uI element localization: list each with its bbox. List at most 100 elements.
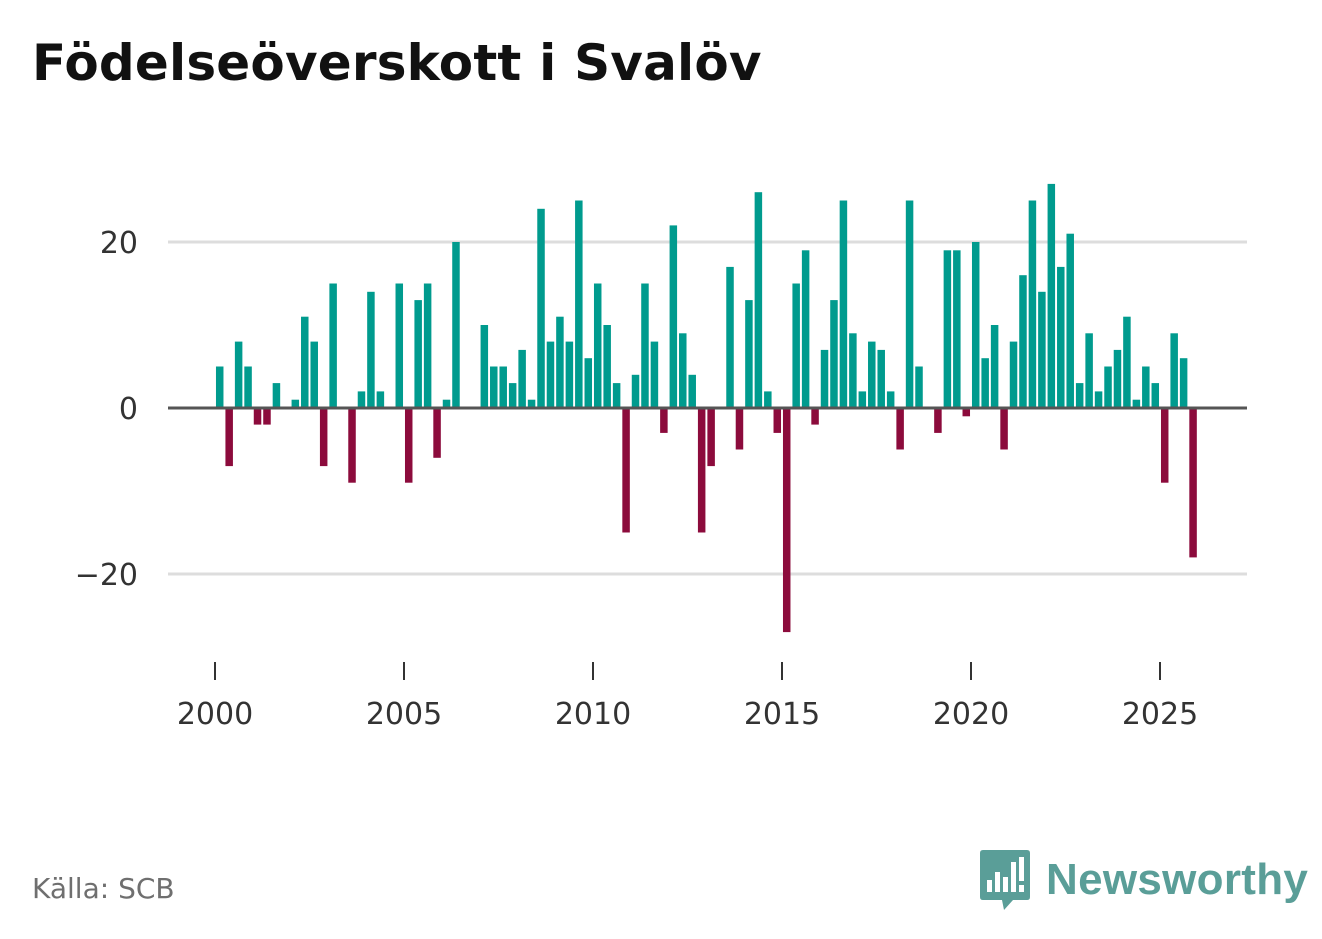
bar	[225, 408, 233, 467]
bar	[584, 358, 593, 408]
x-tick-label: 2025	[1122, 697, 1198, 732]
bar	[423, 283, 432, 408]
bar	[215, 366, 224, 408]
bar	[886, 391, 895, 408]
source-label: Källa: SCB	[32, 872, 175, 905]
bar	[660, 408, 668, 433]
bar	[811, 408, 819, 425]
bar-chart: 20 0 −20 2000 2005 2010 2015 2020 2025	[75, 183, 1247, 732]
bar	[896, 408, 904, 450]
bar	[603, 325, 611, 408]
bar	[490, 366, 498, 408]
bar	[915, 366, 923, 408]
bar	[962, 408, 971, 417]
bar	[518, 349, 526, 408]
brand-name: Newsworthy	[1046, 855, 1309, 904]
bar	[1123, 316, 1131, 408]
x-tick-label: 2020	[933, 697, 1009, 732]
bar	[669, 225, 678, 408]
bar	[1085, 333, 1093, 408]
bar	[575, 200, 583, 408]
bar	[697, 408, 706, 533]
bar	[868, 341, 876, 408]
bar	[376, 391, 385, 408]
brand-logo: Newsworthy	[980, 849, 1308, 911]
y-tick-label: 0	[119, 392, 138, 427]
bar	[830, 300, 838, 408]
bar	[1189, 408, 1197, 558]
bar	[1132, 399, 1141, 408]
x-tick-label: 2015	[744, 697, 820, 732]
bar	[565, 341, 574, 408]
bar	[1113, 349, 1122, 408]
bar	[934, 408, 942, 433]
bar	[291, 399, 300, 408]
bar	[1019, 275, 1027, 408]
bar	[792, 283, 800, 408]
bar	[612, 383, 621, 408]
bar	[1179, 358, 1188, 408]
axes: 20 0 −20 2000 2005 2010 2015 2020 2025	[75, 226, 1247, 732]
chart-title: Födelseöverskott i Svalöv	[32, 34, 762, 92]
bar	[1009, 341, 1018, 408]
bar	[1066, 233, 1074, 408]
bar	[726, 266, 734, 408]
bar	[508, 383, 517, 408]
bar	[367, 291, 375, 408]
bar	[641, 283, 649, 408]
bar	[1160, 408, 1169, 483]
bar	[546, 341, 555, 408]
bar	[735, 408, 744, 450]
bar	[1142, 366, 1150, 408]
bar	[622, 408, 630, 533]
bar	[650, 341, 659, 408]
bar	[631, 374, 640, 408]
bar	[688, 374, 696, 408]
bar	[707, 408, 715, 467]
bar	[234, 341, 243, 408]
bar	[301, 316, 309, 408]
bar	[745, 300, 753, 408]
bar	[329, 283, 337, 408]
bar	[679, 333, 687, 408]
bar	[1038, 291, 1046, 408]
x-tick-label: 2000	[177, 697, 253, 732]
bar	[272, 383, 281, 408]
bar	[452, 242, 460, 408]
y-tick-label: −20	[75, 558, 138, 593]
bar	[414, 300, 422, 408]
bar	[1104, 366, 1112, 408]
bar	[263, 408, 271, 425]
bar	[820, 349, 829, 408]
bar	[1000, 408, 1008, 450]
bar	[357, 391, 366, 408]
bar	[442, 399, 451, 408]
bar	[849, 333, 857, 408]
bar	[764, 391, 772, 408]
bar	[593, 283, 602, 408]
bar	[253, 408, 262, 425]
bars	[215, 183, 1197, 633]
bar	[1047, 183, 1056, 408]
bar	[319, 408, 328, 467]
bar	[990, 325, 999, 408]
bar	[943, 250, 952, 408]
bar	[556, 316, 564, 408]
bar	[801, 250, 810, 408]
bar	[905, 200, 914, 408]
bar	[1094, 391, 1103, 408]
bar	[877, 349, 885, 408]
x-tick-label: 2010	[555, 697, 631, 732]
bar	[981, 358, 989, 408]
bar	[1075, 383, 1084, 408]
bar	[527, 399, 536, 408]
bar	[858, 391, 867, 408]
bar	[1028, 200, 1037, 408]
bar	[433, 408, 441, 458]
bar	[1151, 383, 1160, 408]
bar	[310, 341, 318, 408]
bar	[773, 408, 782, 433]
bar	[395, 283, 404, 408]
bar	[782, 408, 791, 633]
bar	[244, 366, 252, 408]
